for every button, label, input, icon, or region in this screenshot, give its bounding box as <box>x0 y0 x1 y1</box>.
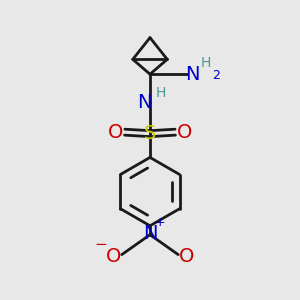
Text: H: H <box>200 56 211 70</box>
Text: H: H <box>156 86 166 100</box>
Text: O: O <box>106 247 121 266</box>
Text: 2: 2 <box>212 69 220 82</box>
Text: N: N <box>185 65 200 84</box>
Text: N: N <box>143 224 157 243</box>
Text: N: N <box>137 93 152 112</box>
Text: +: + <box>155 216 166 229</box>
Text: O: O <box>108 123 124 142</box>
Text: −: − <box>94 237 107 252</box>
Text: O: O <box>179 247 194 266</box>
Text: O: O <box>176 123 192 142</box>
Text: S: S <box>144 124 156 143</box>
